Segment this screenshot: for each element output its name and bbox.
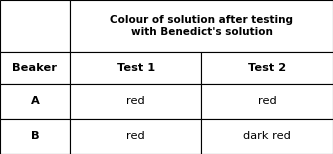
Bar: [0, 52, 70, 84]
Bar: [201, 119, 333, 154]
Text: red: red: [126, 96, 145, 106]
Text: Test 2: Test 2: [248, 63, 286, 73]
Bar: [0, 119, 70, 154]
Text: Colour of solution after testing
with Benedict's solution: Colour of solution after testing with Be…: [110, 15, 293, 37]
Bar: [70, 119, 201, 154]
Text: Beaker: Beaker: [12, 63, 58, 73]
Text: red: red: [258, 96, 277, 106]
Text: A: A: [31, 96, 39, 106]
Text: red: red: [126, 132, 145, 142]
Text: B: B: [31, 132, 39, 142]
Bar: [0, 0, 70, 52]
Text: Test 1: Test 1: [117, 63, 155, 73]
Bar: [0, 84, 70, 119]
Bar: [70, 52, 201, 84]
Bar: [201, 84, 333, 119]
Bar: [201, 52, 333, 84]
Text: dark red: dark red: [243, 132, 291, 142]
Bar: [70, 84, 201, 119]
Bar: [70, 0, 333, 52]
